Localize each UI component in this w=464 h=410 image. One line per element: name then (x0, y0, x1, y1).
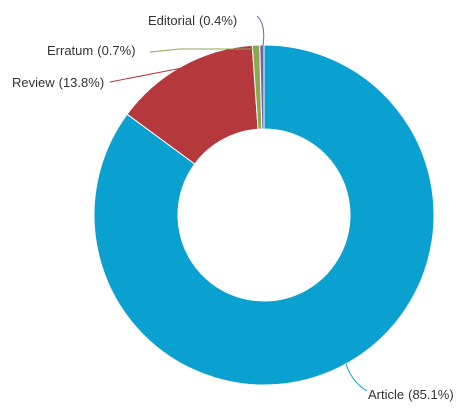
label-name: Review (12, 75, 55, 90)
leader-line (149, 48, 258, 53)
label-value: (0.7%) (97, 43, 135, 58)
label-value: (13.8%) (59, 75, 105, 90)
label-name: Editorial (148, 13, 195, 28)
donut-slice (93, 44, 435, 386)
label-name: Article (368, 387, 404, 402)
label-name: Erratum (47, 43, 93, 58)
label-value: (0.4%) (199, 13, 237, 28)
donut-slice (259, 44, 265, 130)
leader-line (345, 363, 368, 392)
slice-label: Erratum (0.7%) (47, 43, 136, 58)
slice-label: Editorial (0.4%) (148, 13, 237, 28)
label-value: (85.1%) (408, 387, 454, 402)
leader-line (109, 67, 183, 83)
leader-line (256, 15, 265, 47)
slice-label: Review (13.8%) (12, 75, 104, 90)
slice-label: Article (85.1%) (368, 387, 454, 402)
